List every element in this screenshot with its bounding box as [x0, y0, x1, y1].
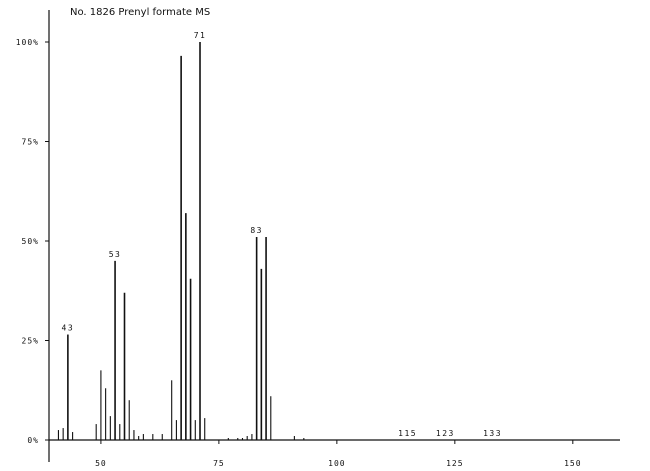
- y-tick-label: 75%: [22, 138, 39, 147]
- peak-label-43: 43: [62, 324, 75, 333]
- x-tick-label: 100: [328, 459, 345, 468]
- peak-label-115: 115: [398, 429, 417, 438]
- y-tick-label: 50%: [22, 237, 39, 246]
- peak-label-123: 123: [436, 429, 455, 438]
- peak-label-83: 83: [250, 226, 263, 235]
- x-ticks: 50 75 100 125 150: [95, 440, 581, 468]
- peak-label-71: 71: [194, 31, 207, 40]
- x-tick-label: 125: [446, 459, 463, 468]
- x-tick-label: 75: [213, 459, 225, 468]
- y-tick-label: 25%: [22, 337, 39, 346]
- y-tick-label: 100%: [16, 38, 39, 47]
- peak-label-133: 133: [483, 429, 502, 438]
- chart-title: No. 1826 Prenyl formate MS: [70, 7, 210, 18]
- x-tick-label: 150: [564, 459, 581, 468]
- peaks: [57, 42, 305, 440]
- x-tick-label: 50: [95, 459, 107, 468]
- y-tick-label: 0%: [27, 436, 39, 445]
- peak-labels: 43 53 71 83 115 123 133: [62, 31, 502, 438]
- y-ticks: 0% 25% 50% 75% 100%: [16, 38, 49, 445]
- peak-label-53: 53: [109, 250, 122, 259]
